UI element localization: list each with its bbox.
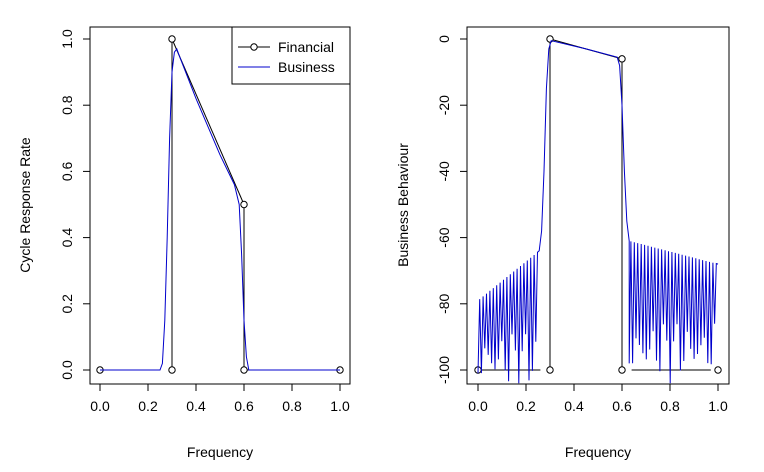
x-tick-label: 0.6 [612, 398, 632, 414]
x-tick-label: 0.4 [564, 398, 584, 414]
x-tick-label: 0.2 [516, 398, 536, 414]
y-tick-label: 0.2 [59, 294, 75, 314]
x-tick-label: 0.0 [90, 398, 110, 414]
financial-point [240, 200, 248, 209]
legend-label-financial: Financial [278, 39, 334, 55]
plot-frame [466, 26, 730, 385]
y-tick-label: -60 [436, 227, 452, 247]
chart-panel-left: 0.0 0.2 0.4 0.6 0.8 1.0 0.0 0.2 0.4 0.6 0.8 1.0 Fre… [17, 26, 351, 460]
legend-label-business: Business [278, 59, 335, 75]
financial-point [546, 366, 554, 374]
financial-point [240, 366, 248, 374]
y-tick-label: -20 [436, 95, 452, 115]
financial-point [168, 35, 176, 43]
plot-frame [89, 26, 351, 385]
y-tick-label: 0.6 [59, 161, 75, 181]
financial-point [168, 366, 176, 374]
financial-point [618, 366, 626, 374]
x-axis-label: Frequency [565, 444, 631, 460]
x-tick-label: 0.8 [282, 398, 302, 414]
y-tick-label: -80 [436, 293, 452, 313]
x-tick-label: 0.0 [468, 398, 488, 414]
financial-point [618, 55, 626, 63]
series-layer [474, 35, 722, 384]
y-axis-label: Business Behaviour [395, 143, 411, 267]
y-axis-label: Cycle Response Rate [17, 137, 33, 273]
y-tick-label: 0.8 [59, 95, 75, 115]
legend: Financial Business [231, 26, 351, 85]
axis-ticks: 0.0 0.2 0.4 0.6 0.8 1.0 0 -20 -40 -60 -80 -100 [436, 35, 728, 414]
x-tick-label: 0.6 [234, 398, 254, 414]
y-tick-label: 0.0 [59, 360, 75, 380]
x-axis-label: Frequency [187, 444, 253, 460]
business-line [477, 40, 719, 384]
x-tick-label: 0.8 [660, 398, 680, 414]
y-tick-label: 1.0 [59, 29, 75, 49]
x-tick-label: 1.0 [330, 398, 350, 414]
series-layer [96, 35, 344, 374]
y-tick-label: 0 [436, 35, 452, 43]
y-tick-label: 0.4 [59, 228, 75, 248]
chart-panel-right: 0.0 0.2 0.4 0.6 0.8 1.0 0 -20 -40 -60 -80 -100 Freq… [395, 26, 730, 460]
legend-box [231, 26, 351, 85]
legend-marker-financial [250, 43, 258, 51]
x-tick-label: 0.4 [186, 398, 206, 414]
axis-ticks: 0.0 0.2 0.4 0.6 0.8 1.0 0.0 0.2 0.4 0.6 0.8 1.0 [59, 29, 350, 414]
y-tick-label: -40 [436, 161, 452, 181]
x-tick-label: 1.0 [708, 398, 728, 414]
financial-point [714, 366, 722, 374]
y-tick-label: -100 [436, 356, 452, 384]
business-line [100, 47, 340, 371]
x-tick-label: 0.2 [138, 398, 158, 414]
